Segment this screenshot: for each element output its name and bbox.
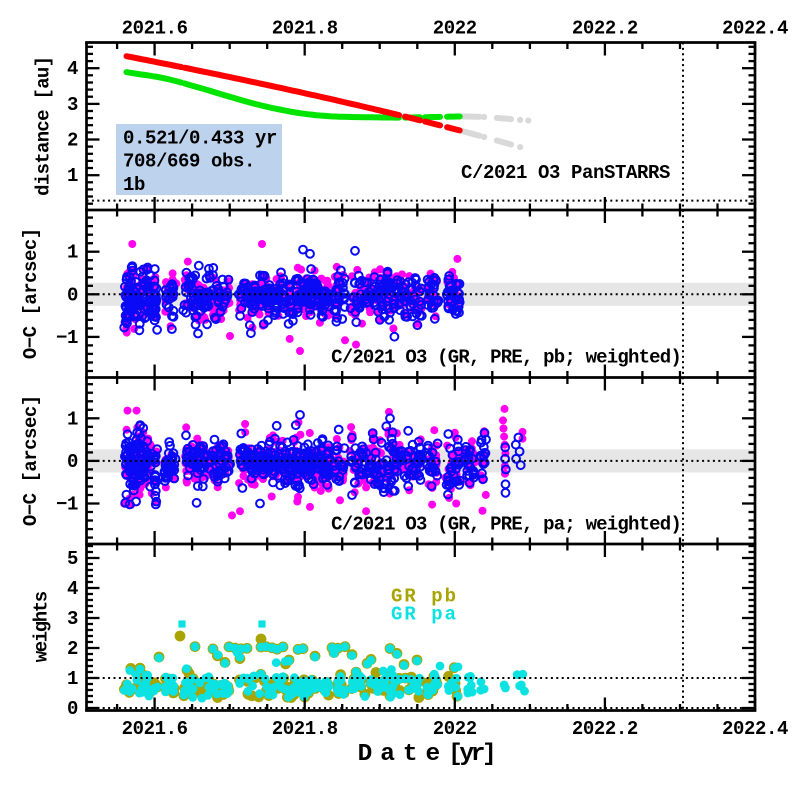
svg-text:2021.8: 2021.8 (272, 718, 338, 740)
svg-text:weights: weights (31, 591, 53, 662)
svg-text:2021.6: 2021.6 (122, 18, 188, 40)
svg-text:1: 1 (67, 242, 78, 264)
svg-text:2022.4: 2022.4 (722, 718, 788, 740)
svg-text:−1: −1 (56, 494, 78, 516)
svg-text:2021.6: 2021.6 (122, 718, 188, 740)
svg-text:2: 2 (67, 638, 78, 660)
svg-text:GR pa: GR pa (391, 604, 458, 626)
svg-text:GR pb: GR pb (391, 586, 458, 608)
svg-text:0: 0 (67, 284, 78, 306)
svg-text:4: 4 (67, 578, 78, 600)
svg-text:−1: −1 (56, 327, 78, 349)
svg-text:2022: 2022 (433, 18, 477, 40)
svg-text:2022.4: 2022.4 (722, 18, 788, 40)
svg-text:O−C [arcsec]: O−C [arcsec] (20, 395, 42, 526)
svg-text:2022.2: 2022.2 (572, 18, 638, 40)
svg-text:1: 1 (67, 408, 78, 430)
svg-text:1b: 1b (123, 174, 145, 196)
svg-text:3: 3 (67, 608, 78, 630)
svg-text:5: 5 (67, 548, 78, 570)
svg-text:1: 1 (67, 668, 78, 690)
svg-text:O−C [arcsec]: O−C [arcsec] (20, 228, 42, 359)
svg-text:0: 0 (67, 451, 78, 473)
svg-text:2: 2 (67, 130, 78, 152)
svg-text:708/669 obs.: 708/669 obs. (123, 151, 255, 173)
svg-text:4: 4 (67, 58, 78, 80)
svg-text:2022.2: 2022.2 (572, 718, 638, 740)
svg-text:3: 3 (67, 94, 78, 116)
svg-text:0: 0 (67, 698, 78, 720)
svg-text:2022: 2022 (433, 718, 477, 740)
svg-text:C/2021 O3 (GR, PRE, pb; weight: C/2021 O3 (GR, PRE, pb; weighted) (331, 347, 681, 369)
svg-text:1: 1 (67, 165, 78, 187)
svg-text:0.521/0.433 yr: 0.521/0.433 yr (123, 128, 277, 150)
svg-text:C/2021 O3 (GR, PRE, pa; weight: C/2021 O3 (GR, PRE, pa; weighted) (331, 514, 681, 536)
svg-text:distance [au]: distance [au] (33, 57, 55, 196)
svg-text:C/2021 O3 PanSTARRS: C/2021 O3 PanSTARRS (461, 162, 670, 184)
svg-text:2021.8: 2021.8 (272, 18, 338, 40)
svg-text:D a t e [yr]: D a t e [yr] (358, 741, 494, 768)
